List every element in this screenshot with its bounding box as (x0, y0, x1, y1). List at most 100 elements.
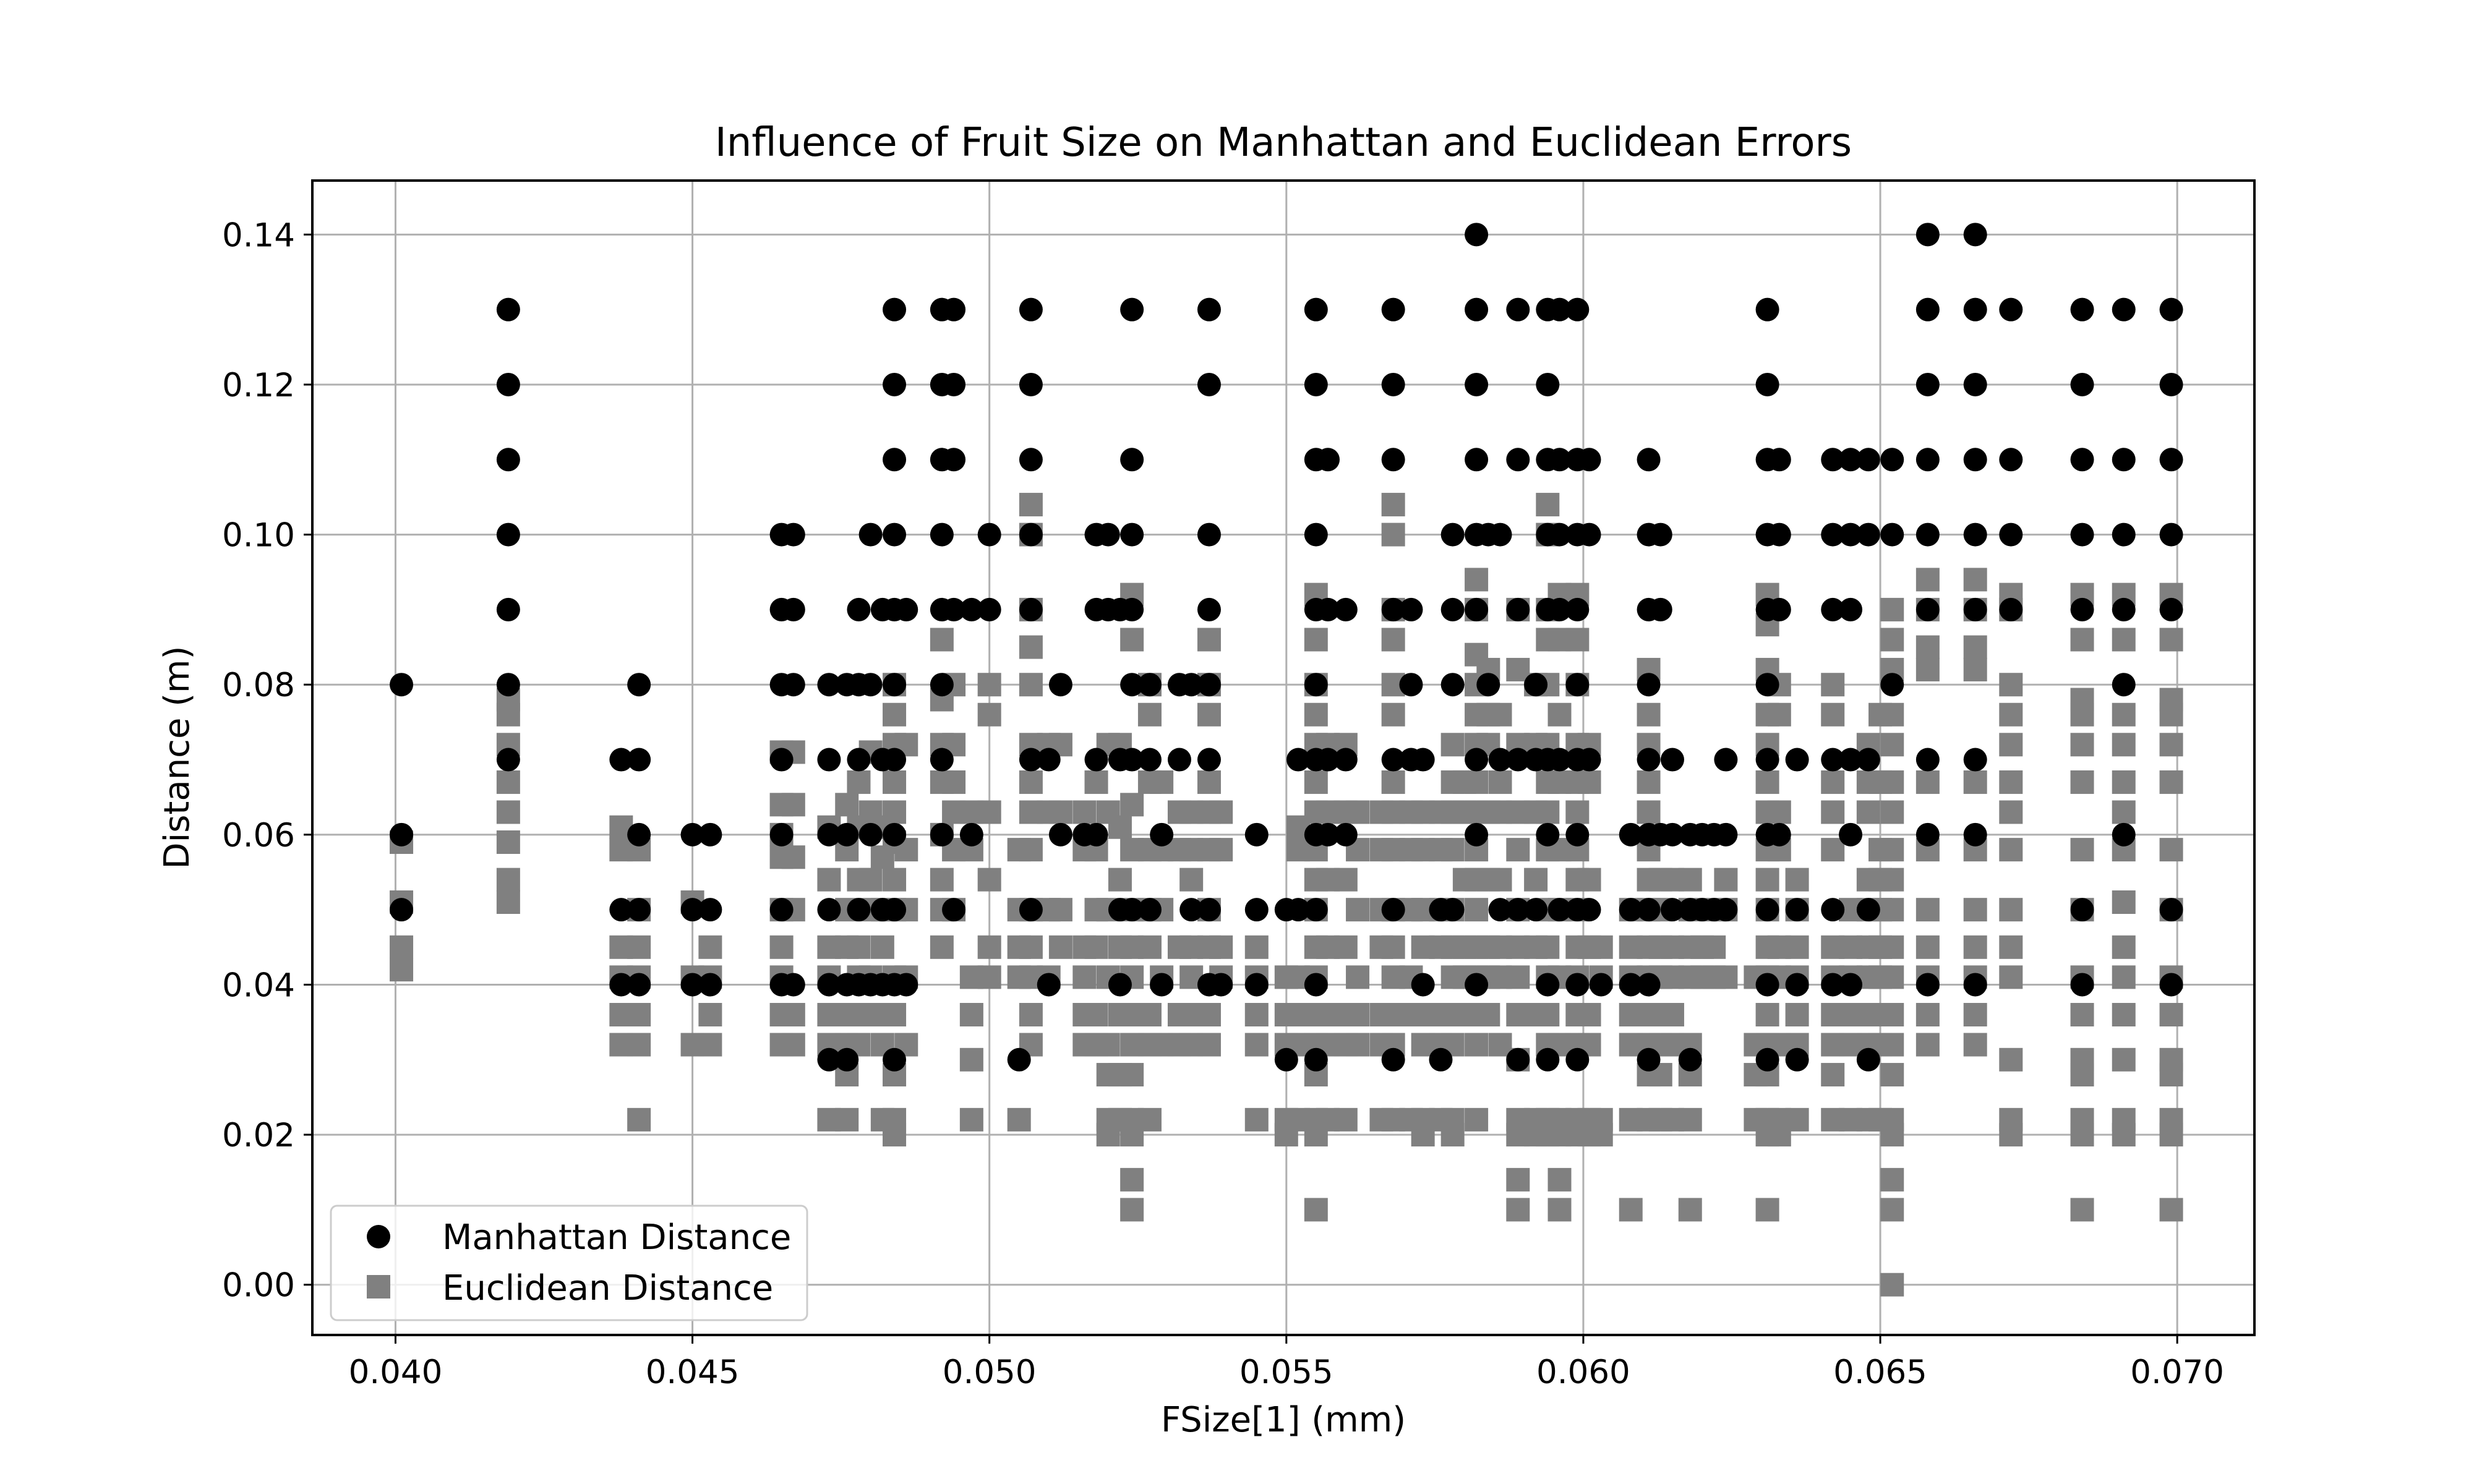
euclidean-point (1072, 965, 1097, 989)
euclidean-point (2159, 1063, 2183, 1087)
euclidean-point (627, 1107, 651, 1132)
euclidean-point (1637, 702, 1661, 727)
data-points (390, 223, 2183, 1297)
euclidean-point (2112, 1047, 2136, 1072)
euclidean-point (1821, 1063, 1845, 1087)
euclidean-point (2112, 702, 2136, 727)
euclidean-point (1506, 1167, 1530, 1192)
manhattan-point (1007, 1047, 1031, 1072)
manhattan-point (1381, 372, 1405, 396)
manhattan-point (1274, 1047, 1298, 1072)
manhattan-point (1637, 898, 1661, 922)
manhattan-point (1048, 673, 1072, 697)
euclidean-point (1755, 1198, 1779, 1222)
manhattan-point (496, 673, 520, 697)
manhattan-point (1565, 297, 1590, 322)
manhattan-point (1880, 448, 1904, 472)
euclidean-point (1381, 522, 1405, 547)
manhattan-point (1244, 822, 1269, 846)
chart-title: Influence of Fruit Size on Manhattan and… (715, 120, 1852, 166)
euclidean-point (1440, 733, 1465, 757)
manhattan-point (1565, 597, 1590, 621)
manhattan-point (627, 898, 651, 922)
euclidean-point (1999, 770, 2023, 794)
y-tick-label: 0.02 (222, 1117, 295, 1154)
manhattan-point (894, 597, 918, 621)
manhattan-point (609, 973, 633, 997)
manhattan-point (1019, 748, 1043, 772)
euclidean-point (627, 1002, 651, 1026)
manhattan-point (627, 822, 651, 846)
euclidean-point (1678, 1198, 1702, 1222)
manhattan-point (1577, 898, 1601, 922)
euclidean-point (1915, 635, 1940, 659)
euclidean-point (1999, 935, 2023, 959)
euclidean-point (1915, 568, 1940, 592)
euclidean-point (1197, 628, 1221, 652)
euclidean-point (1660, 1002, 1684, 1026)
manhattan-point (1197, 297, 1221, 322)
manhattan-point (769, 748, 794, 772)
manhattan-point (1019, 898, 1043, 922)
euclidean-point (847, 770, 871, 794)
manhattan-point (1316, 822, 1340, 846)
manhattan-point (1767, 822, 1791, 846)
x-tick-label: 0.060 (1536, 1354, 1630, 1391)
euclidean-point (1019, 673, 1043, 697)
manhattan-point (883, 822, 907, 846)
euclidean-point (496, 702, 520, 727)
euclidean-point (496, 868, 520, 892)
y-tick-label: 0.06 (222, 817, 295, 855)
euclidean-point (2070, 1002, 2094, 1026)
euclidean-point (1536, 1002, 1560, 1026)
manhattan-point (769, 822, 794, 846)
manhattan-point (680, 973, 704, 997)
manhattan-point (1963, 522, 1987, 547)
euclidean-point (930, 935, 954, 959)
euclidean-point (1465, 898, 1489, 922)
euclidean-point (1678, 1107, 1702, 1132)
legend-marker-euclidean (367, 1275, 390, 1298)
euclidean-point (1465, 1107, 1489, 1132)
manhattan-point (1019, 597, 1043, 621)
euclidean-point (1536, 935, 1560, 959)
manhattan-point (1440, 898, 1465, 922)
manhattan-point (1244, 973, 1269, 997)
manhattan-point (1637, 748, 1661, 772)
manhattan-point (496, 597, 520, 621)
manhattan-point (1755, 297, 1779, 322)
series-manhattan (390, 223, 2183, 1072)
euclidean-point (1589, 1123, 1613, 1147)
euclidean-point (835, 793, 859, 817)
manhattan-point (1547, 898, 1572, 922)
manhattan-point (1565, 822, 1590, 846)
y-tick-label: 0.10 (222, 517, 295, 555)
manhattan-point (1963, 372, 1987, 396)
euclidean-point (1880, 800, 1904, 824)
manhattan-point (2070, 448, 2094, 472)
manhattan-point (1399, 673, 1423, 697)
manhattan-point (1577, 522, 1601, 547)
euclidean-point (2159, 1198, 2183, 1222)
manhattan-point (1648, 597, 1672, 621)
euclidean-point (1476, 1002, 1500, 1026)
manhattan-point (1506, 898, 1530, 922)
manhattan-point (1839, 973, 1863, 997)
manhattan-point (1619, 898, 1643, 922)
manhattan-point (883, 748, 907, 772)
euclidean-point (1755, 868, 1779, 892)
manhattan-point (930, 822, 954, 846)
manhattan-point (1333, 822, 1358, 846)
manhattan-point (1915, 973, 1940, 997)
euclidean-point (1381, 628, 1405, 652)
manhattan-point (1856, 448, 1880, 472)
euclidean-point (1465, 568, 1489, 592)
manhattan-point (1915, 372, 1940, 396)
euclidean-point (1465, 770, 1489, 794)
manhattan-point (2159, 297, 2183, 322)
manhattan-point (1084, 822, 1108, 846)
manhattan-point (698, 973, 722, 997)
euclidean-point (2070, 770, 2094, 794)
euclidean-point (858, 868, 883, 892)
manhattan-point (1137, 748, 1162, 772)
